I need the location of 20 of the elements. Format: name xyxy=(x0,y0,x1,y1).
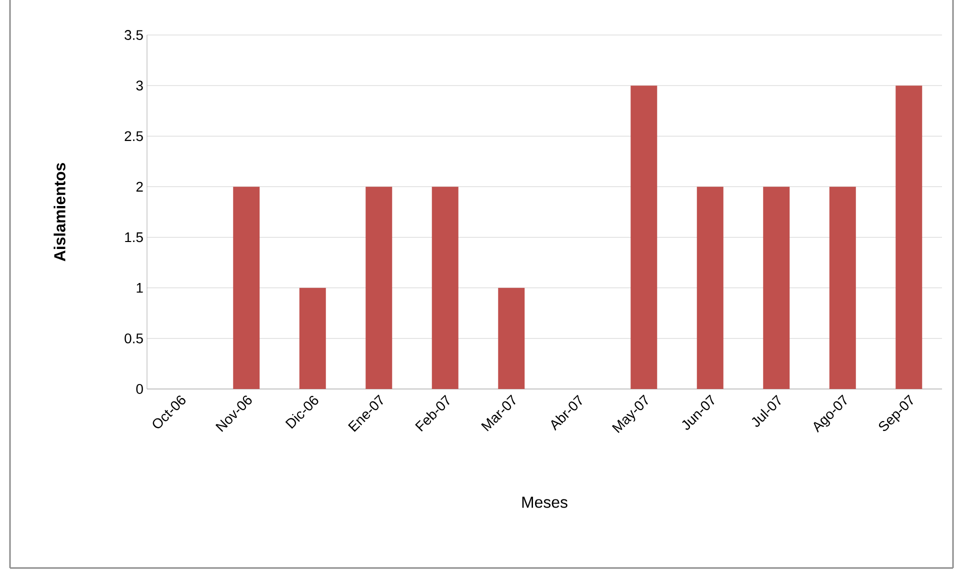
y-tick-label: 2 xyxy=(136,182,143,192)
y-axis-title: Aislamientos xyxy=(54,163,66,262)
y-tick-label: 1.5 xyxy=(125,232,143,242)
x-axis-title: Meses xyxy=(522,496,568,508)
bar xyxy=(696,186,724,389)
y-tick-label: 0 xyxy=(136,384,143,394)
bar xyxy=(829,186,856,389)
y-tick-label: 2.5 xyxy=(124,131,143,142)
y-tick-label: 3 xyxy=(136,80,143,91)
bar xyxy=(498,288,525,389)
bar xyxy=(432,186,458,389)
bar xyxy=(896,86,922,389)
bar xyxy=(763,186,790,389)
bar xyxy=(366,186,392,389)
y-tick-label: 1 xyxy=(136,283,143,293)
y-tick-label: 0.5 xyxy=(124,333,143,344)
bar xyxy=(630,86,658,389)
bar xyxy=(299,288,326,389)
y-tick-label: 3.5 xyxy=(124,30,143,40)
bar xyxy=(233,186,260,389)
